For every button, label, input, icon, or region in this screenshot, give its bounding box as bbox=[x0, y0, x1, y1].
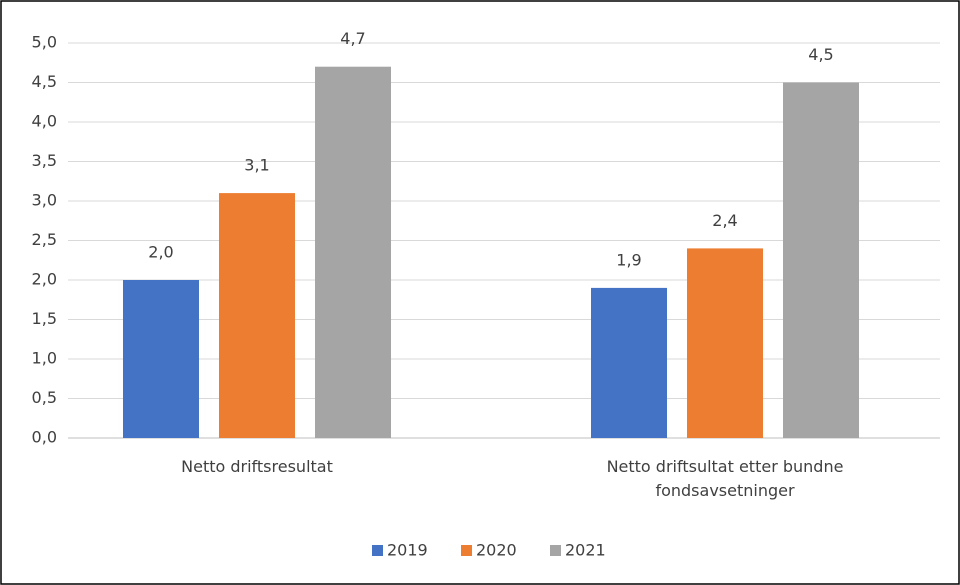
data-label: 3,1 bbox=[244, 156, 269, 175]
bar bbox=[783, 82, 859, 438]
y-tick-label: 4,5 bbox=[32, 72, 57, 91]
y-tick-label: 1,5 bbox=[32, 309, 57, 328]
legend-swatch bbox=[461, 545, 472, 556]
data-label: 2,0 bbox=[148, 243, 173, 262]
y-tick-label: 3,5 bbox=[32, 151, 57, 170]
y-tick-label: 1,0 bbox=[32, 349, 57, 368]
legend-swatch bbox=[372, 545, 383, 556]
bar bbox=[591, 287, 667, 438]
y-tick-label: 2,5 bbox=[32, 230, 57, 249]
y-tick-label: 4,0 bbox=[32, 112, 57, 131]
x-tick-label: Netto driftsultat etter bundne fondsavse… bbox=[606, 457, 844, 500]
y-tick-label: 5,0 bbox=[32, 33, 57, 52]
bar bbox=[687, 248, 763, 438]
data-label: 1,9 bbox=[616, 250, 641, 269]
legend-label: 2019 bbox=[387, 541, 428, 560]
y-tick-label: 3,0 bbox=[32, 191, 57, 210]
bar bbox=[315, 66, 391, 438]
x-tick-label: Netto driftsresultat bbox=[181, 457, 333, 476]
y-tick-label: 2,0 bbox=[32, 270, 57, 289]
bar bbox=[123, 280, 199, 438]
data-label: 4,5 bbox=[808, 45, 833, 64]
y-tick-label: 0,0 bbox=[32, 428, 57, 447]
legend-label: 2020 bbox=[476, 541, 517, 560]
data-label: 4,7 bbox=[340, 29, 365, 48]
data-label: 2,4 bbox=[712, 211, 737, 230]
legend-swatch bbox=[550, 545, 561, 556]
bar bbox=[219, 193, 295, 438]
y-tick-label: 0,5 bbox=[32, 388, 57, 407]
legend-label: 2021 bbox=[565, 541, 606, 560]
